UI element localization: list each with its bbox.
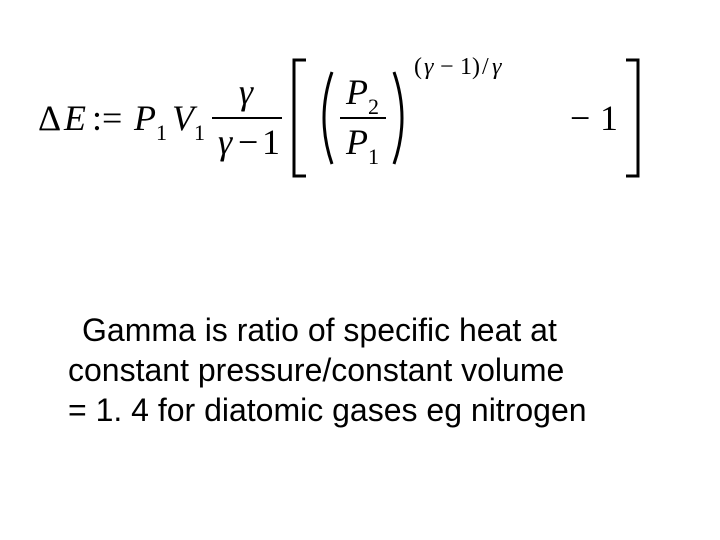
sub-1-inner: 1: [368, 144, 379, 169]
frac-denom-minus: −: [238, 122, 258, 162]
left-bracket: [294, 60, 306, 176]
assign-op: :=: [92, 98, 122, 138]
equation-svg: Δ E := P 1 V 1 γ γ − 1 P 2 P 1: [30, 48, 690, 198]
sub-1a: 1: [156, 120, 167, 145]
frac-denom-one: 1: [262, 122, 280, 162]
caption-line-3: = 1. 4 for diatomic gases eg nitrogen: [68, 390, 668, 430]
frac-denom-gamma: γ: [218, 122, 233, 162]
exp-slash: /: [482, 54, 489, 80]
caption-block: Gamma is ratio of specific heat at const…: [68, 310, 668, 430]
equation: Δ E := P 1 V 1 γ γ − 1 P 2 P 1: [30, 48, 690, 198]
trailing-minus: −: [570, 98, 590, 138]
sub-1b: 1: [194, 120, 205, 145]
exp-open: (: [414, 54, 422, 80]
exp-gamma2: γ: [492, 54, 502, 80]
exp-close: ): [472, 54, 480, 80]
var-E: E: [63, 98, 86, 138]
sub-2: 2: [368, 94, 379, 119]
frac-num-gamma: γ: [239, 72, 254, 112]
trailing-one: 1: [600, 98, 618, 138]
right-paren: [394, 72, 402, 164]
var-P2: P: [345, 72, 368, 112]
right-bracket: [626, 60, 638, 176]
caption-line-1: Gamma is ratio of specific heat at: [68, 310, 668, 350]
exp-gamma1: γ: [424, 54, 434, 80]
exp-minus: −: [440, 54, 454, 80]
exponent-group: ( γ − 1 ) / γ: [414, 54, 502, 80]
caption-line-2: constant pressure/constant volume: [68, 350, 668, 390]
exp-one: 1: [460, 54, 472, 80]
delta-symbol: Δ: [38, 98, 61, 138]
var-P1-inner: P: [345, 122, 368, 162]
left-paren: [324, 72, 332, 164]
var-P1: P: [133, 98, 156, 138]
